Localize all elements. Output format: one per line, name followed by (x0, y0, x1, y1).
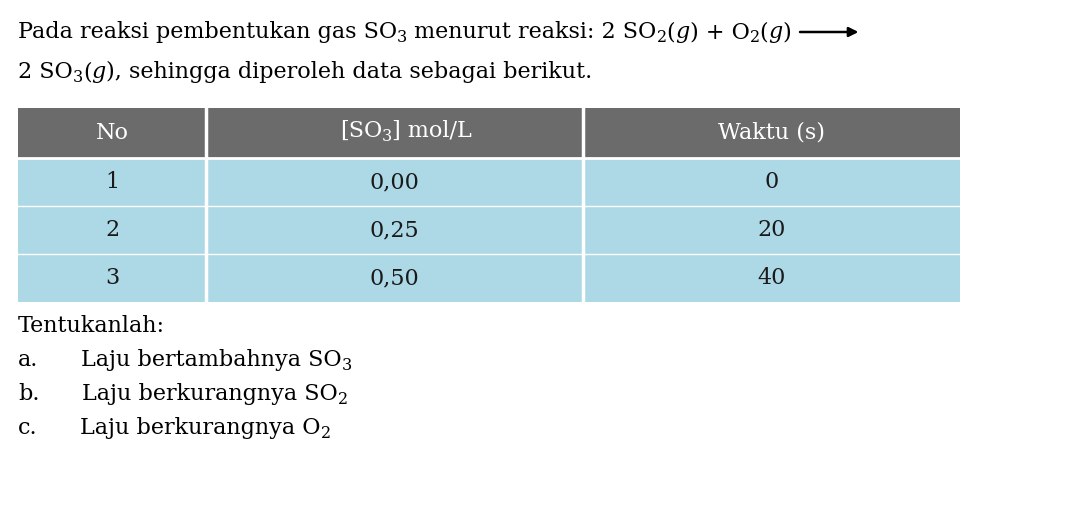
Bar (583, 108, 960, 158)
Text: g: g (92, 61, 106, 83)
Text: (: ( (83, 61, 92, 83)
Text: 2: 2 (106, 219, 119, 241)
Text: Laju berkurangnya SO: Laju berkurangnya SO (82, 383, 338, 405)
Text: [SO: [SO (340, 120, 382, 142)
Text: Pada reaksi pembentukan gas SO: Pada reaksi pembentukan gas SO (18, 21, 398, 43)
Bar (207, 158, 583, 206)
Text: ] mol/L: ] mol/L (392, 120, 472, 142)
Text: (: ( (666, 21, 676, 43)
Bar (207, 108, 583, 158)
Text: 3: 3 (72, 69, 83, 86)
Text: 0,25: 0,25 (370, 219, 420, 241)
Text: 2: 2 (749, 29, 760, 46)
Text: 3: 3 (342, 357, 352, 374)
Text: 40: 40 (758, 267, 786, 289)
Text: ): ) (782, 21, 791, 43)
Text: Laju berkurangnya O: Laju berkurangnya O (80, 417, 321, 439)
Bar (583, 206, 960, 254)
Text: 0: 0 (764, 171, 779, 193)
Text: Tentukanlah:: Tentukanlah: (18, 315, 165, 337)
Text: 3: 3 (382, 128, 392, 145)
Text: 3: 3 (106, 267, 119, 289)
Bar (583, 254, 960, 302)
Text: a.: a. (18, 349, 38, 371)
Bar (18, 254, 207, 302)
Text: Waktu (s): Waktu (s) (718, 122, 825, 144)
Text: b.: b. (18, 383, 39, 405)
Text: menurut reaksi: 2 SO: menurut reaksi: 2 SO (407, 21, 657, 43)
Text: 0,50: 0,50 (370, 267, 420, 289)
Text: 20: 20 (758, 219, 786, 241)
Text: 2: 2 (657, 29, 666, 46)
Text: 2: 2 (321, 425, 332, 442)
Text: 0,00: 0,00 (370, 171, 420, 193)
Bar (583, 158, 960, 206)
Text: g: g (769, 21, 782, 43)
Text: g: g (676, 21, 690, 43)
Text: 2 SO: 2 SO (18, 61, 72, 83)
Text: 1: 1 (106, 171, 119, 193)
Bar (207, 206, 583, 254)
Bar (18, 158, 207, 206)
Text: ), sehingga diperoleh data sebagai berikut.: ), sehingga diperoleh data sebagai berik… (106, 61, 592, 83)
Text: No: No (96, 122, 129, 144)
Bar (207, 254, 583, 302)
Text: ) + O: ) + O (690, 21, 749, 43)
Text: Laju bertambahnya SO: Laju bertambahnya SO (81, 349, 342, 371)
Text: 2: 2 (338, 391, 349, 408)
Text: (: ( (760, 21, 769, 43)
Bar (18, 108, 207, 158)
Text: c.: c. (18, 417, 37, 439)
Text: 3: 3 (398, 29, 407, 46)
Bar (18, 206, 207, 254)
